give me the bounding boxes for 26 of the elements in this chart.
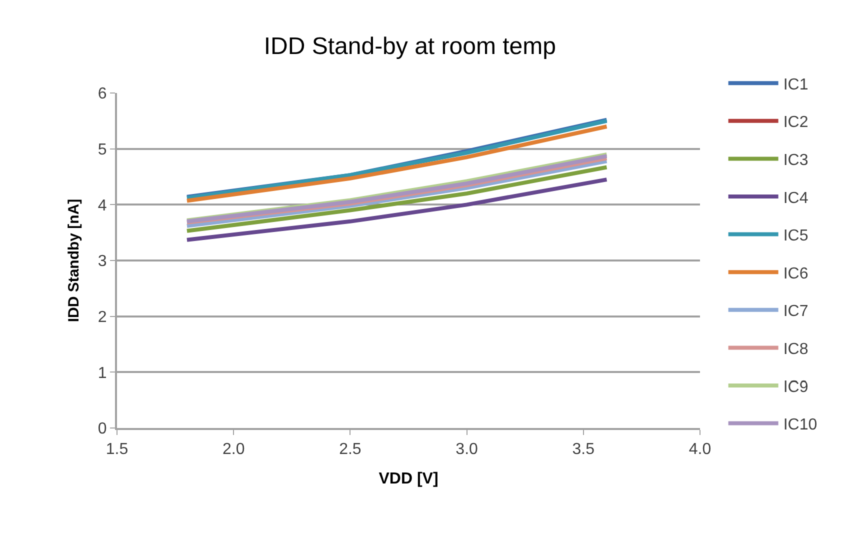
y-tick-label: 0: [98, 420, 107, 438]
legend-label: IC8: [783, 340, 808, 358]
legend-label: IC9: [783, 378, 808, 396]
legend-label: IC4: [783, 190, 808, 207]
y-tick-label: 3: [98, 253, 107, 270]
legend-label: IC3: [783, 152, 808, 169]
y-axis-title: IDD Standby [nA]: [66, 198, 83, 322]
x-tick-label: 2.5: [339, 441, 362, 458]
y-tick-label: 1: [98, 364, 107, 382]
x-tick-label: 1.5: [106, 441, 128, 458]
legend-label: IC1: [783, 76, 808, 94]
legend-label: IC6: [783, 265, 808, 282]
y-tick-label: 6: [98, 86, 107, 103]
legend-label: IC7: [783, 303, 808, 320]
y-tick-label: 4: [98, 197, 107, 214]
x-tick-label: 3.0: [456, 441, 478, 458]
x-tick-label: 2.0: [222, 441, 245, 458]
y-tick-label: 5: [98, 141, 107, 158]
y-tick-label: 2: [98, 308, 107, 326]
legend-label: IC10: [783, 416, 818, 434]
legend-label: IC5: [783, 228, 808, 245]
chart-title: IDD Stand-by at room temp: [264, 33, 556, 60]
x-tick-label: 4.0: [688, 441, 712, 458]
legend-label: IC2: [783, 114, 808, 132]
x-tick-label: 3.5: [572, 441, 595, 458]
x-axis-title: VDD [V]: [378, 470, 438, 488]
